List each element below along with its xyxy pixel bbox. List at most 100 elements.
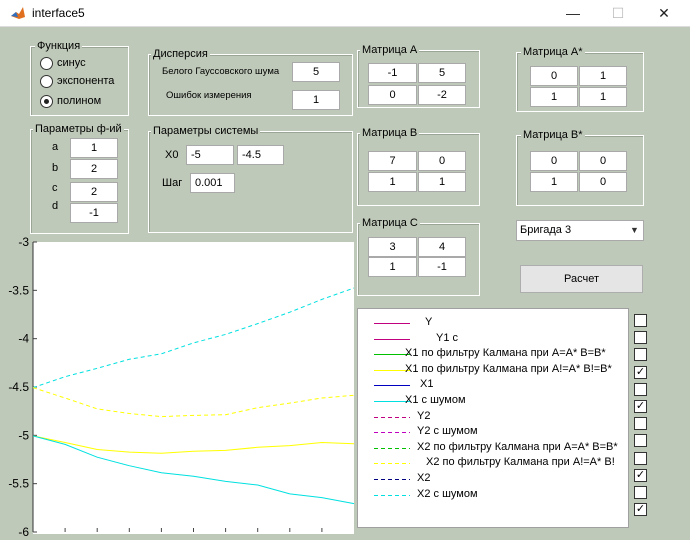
dispersion-title: Дисперсия — [151, 48, 210, 61]
y-tick-label: -4.5 — [8, 380, 29, 394]
matrix-a-cell-12[interactable]: 5 — [418, 63, 466, 83]
legend-item-label: X1 с шумом — [405, 394, 466, 406]
matrix-c-panel: Матрица С — [357, 217, 480, 296]
series-line — [32, 435, 355, 505]
series-visibility-checkbox[interactable] — [634, 417, 647, 431]
line-chart: -3 -3.5 -4 -4.5 -5 -5.5 -6 — [8, 235, 355, 539]
legend-item-label: X2 — [417, 472, 431, 484]
matrix-a-star-cell-12[interactable]: 1 — [579, 66, 627, 86]
matrix-a-title: Матрица А — [360, 44, 420, 57]
matrix-c-cell-22[interactable]: -1 — [418, 257, 466, 277]
series-visibility-checkbox[interactable] — [634, 434, 647, 448]
matrix-b-star-title: Матрица В* — [521, 129, 585, 142]
close-button[interactable]: ✕ — [658, 5, 670, 21]
series-visibility-checkbox[interactable] — [634, 314, 647, 327]
radio-sine[interactable] — [40, 57, 53, 70]
matrix-b-cell-11[interactable]: 7 — [368, 151, 417, 171]
legend-item: X2 — [358, 471, 628, 487]
legend-line-swatch — [374, 447, 410, 449]
series-visibility-checkbox[interactable]: ✓ — [634, 400, 647, 413]
legend-item: Y1 c — [358, 331, 628, 347]
legend-line-swatch — [374, 494, 410, 496]
matrix-b-cell-21[interactable]: 1 — [368, 172, 417, 192]
legend-item-label: X2 по фильтру Калмана при A=A* B=B* — [417, 440, 618, 453]
matrix-b-star-cell-11[interactable]: 0 — [530, 151, 578, 171]
matrix-a-cell-22[interactable]: -2 — [418, 85, 466, 105]
legend-item-label: X1 по фильтру Калмана при A!=A* B!=B* — [405, 362, 612, 375]
series-line — [32, 287, 355, 389]
legend-item-label: Y2 с шумом — [417, 425, 478, 438]
step-label: Шаг — [162, 177, 183, 189]
matrix-a-star-panel: Матрица А* — [516, 46, 644, 112]
series-visibility-checkbox[interactable]: ✓ — [634, 468, 647, 482]
y-tick-label: -6 — [18, 525, 29, 539]
series-visibility-checkbox[interactable]: ✓ — [634, 365, 647, 379]
legend-line-swatch — [374, 479, 410, 480]
matrix-c-cell-12[interactable]: 4 — [418, 237, 466, 257]
matrix-c-cell-11[interactable]: 3 — [368, 237, 417, 257]
legend-line-swatch — [374, 401, 410, 402]
maximize-button[interactable]: ☐ — [611, 5, 625, 21]
matrix-a-star-cell-22[interactable]: 1 — [579, 87, 627, 107]
minimize-button[interactable]: — — [566, 5, 580, 21]
y-tick-label: -3.5 — [8, 283, 29, 297]
legend-line-swatch — [374, 323, 410, 324]
matrix-a-star-cell-11[interactable]: 0 — [530, 66, 578, 86]
plot-legend: Y Y1 c X1 по фильтру Калмана при A=A* B=B*… — [357, 308, 629, 528]
gauss-noise-input[interactable]: 5 — [292, 62, 340, 82]
brigade-select[interactable]: Бригада 3 ▼ — [516, 220, 644, 241]
matrix-b-star-cell-21[interactable]: 1 — [530, 172, 578, 192]
series-visibility-checkbox[interactable] — [634, 331, 647, 345]
legend-item-label: X2 по фильтру Калмана при A!=A* B! — [426, 456, 615, 469]
matrix-b-cell-22[interactable]: 1 — [418, 172, 466, 192]
param-c-label: c — [52, 182, 58, 194]
function-panel-title: Функция — [35, 40, 83, 53]
step-input[interactable]: 0.001 — [190, 173, 235, 193]
legend-item: Y — [358, 315, 628, 331]
series-visibility-checkbox[interactable] — [634, 451, 647, 465]
param-a-input[interactable]: 1 — [70, 138, 118, 158]
param-b-input[interactable]: 2 — [70, 159, 118, 179]
param-b-label: b — [52, 162, 59, 174]
matrix-a-cell-21[interactable]: 0 — [368, 85, 417, 105]
legend-item-label: Y — [425, 316, 433, 328]
y-tick-label: -5 — [18, 428, 29, 442]
matrix-a-star-cell-21[interactable]: 1 — [530, 87, 578, 107]
matrix-a-cell-11[interactable]: -1 — [368, 63, 417, 83]
measurement-error-input[interactable]: 1 — [292, 90, 340, 110]
param-d-input[interactable]: -1 — [70, 203, 118, 223]
matrix-c-cell-21[interactable]: 1 — [368, 257, 417, 277]
y-tick-label: -3 — [18, 235, 29, 249]
legend-line-swatch — [374, 432, 410, 434]
series-visibility-checkbox[interactable]: ✓ — [634, 503, 647, 517]
series-visibility-checkbox[interactable] — [634, 382, 647, 396]
radio-polynom-label: полином — [57, 95, 102, 107]
x0-label: X0 — [165, 149, 179, 161]
x0-first-input[interactable]: -5 — [186, 145, 234, 165]
chevron-down-icon: ▼ — [630, 225, 639, 235]
legend-item-label: X1 — [420, 378, 434, 391]
param-c-input[interactable]: 2 — [70, 182, 118, 202]
legend-item: X2 по фильтру Калмана при A=A* B=B* — [358, 440, 628, 456]
radio-polynom[interactable] — [40, 95, 53, 108]
matrix-a-panel: Матрица А — [357, 44, 480, 108]
compute-button[interactable]: Расчет — [520, 265, 643, 293]
system-params-panel: Параметры системы — [148, 125, 353, 233]
y-tick-label: -5.5 — [8, 477, 29, 491]
matrix-b-star-cell-12[interactable]: 0 — [579, 151, 627, 171]
x0-second-input[interactable]: -4.5 — [237, 145, 284, 165]
series-visibility-checkbox[interactable] — [634, 486, 647, 499]
gauss-noise-label: Белого Гауссовского шума — [162, 66, 280, 77]
legend-item: X2 с шумом — [358, 487, 628, 503]
function-params-panel: Параметры ф-ий — [30, 123, 129, 234]
legend-line-swatch — [374, 338, 410, 340]
matrix-a-star-title: Матрица А* — [521, 46, 585, 59]
matrix-b-cell-12[interactable]: 0 — [418, 151, 466, 171]
matrix-b-star-cell-22[interactable]: 0 — [579, 172, 627, 192]
function-params-title: Параметры ф-ий — [33, 123, 124, 136]
series-line — [32, 435, 355, 454]
matlab-app-icon — [11, 7, 25, 19]
function-panel: Функция — [30, 40, 129, 116]
series-visibility-checkbox[interactable] — [634, 348, 647, 362]
radio-exponent[interactable] — [40, 75, 53, 88]
